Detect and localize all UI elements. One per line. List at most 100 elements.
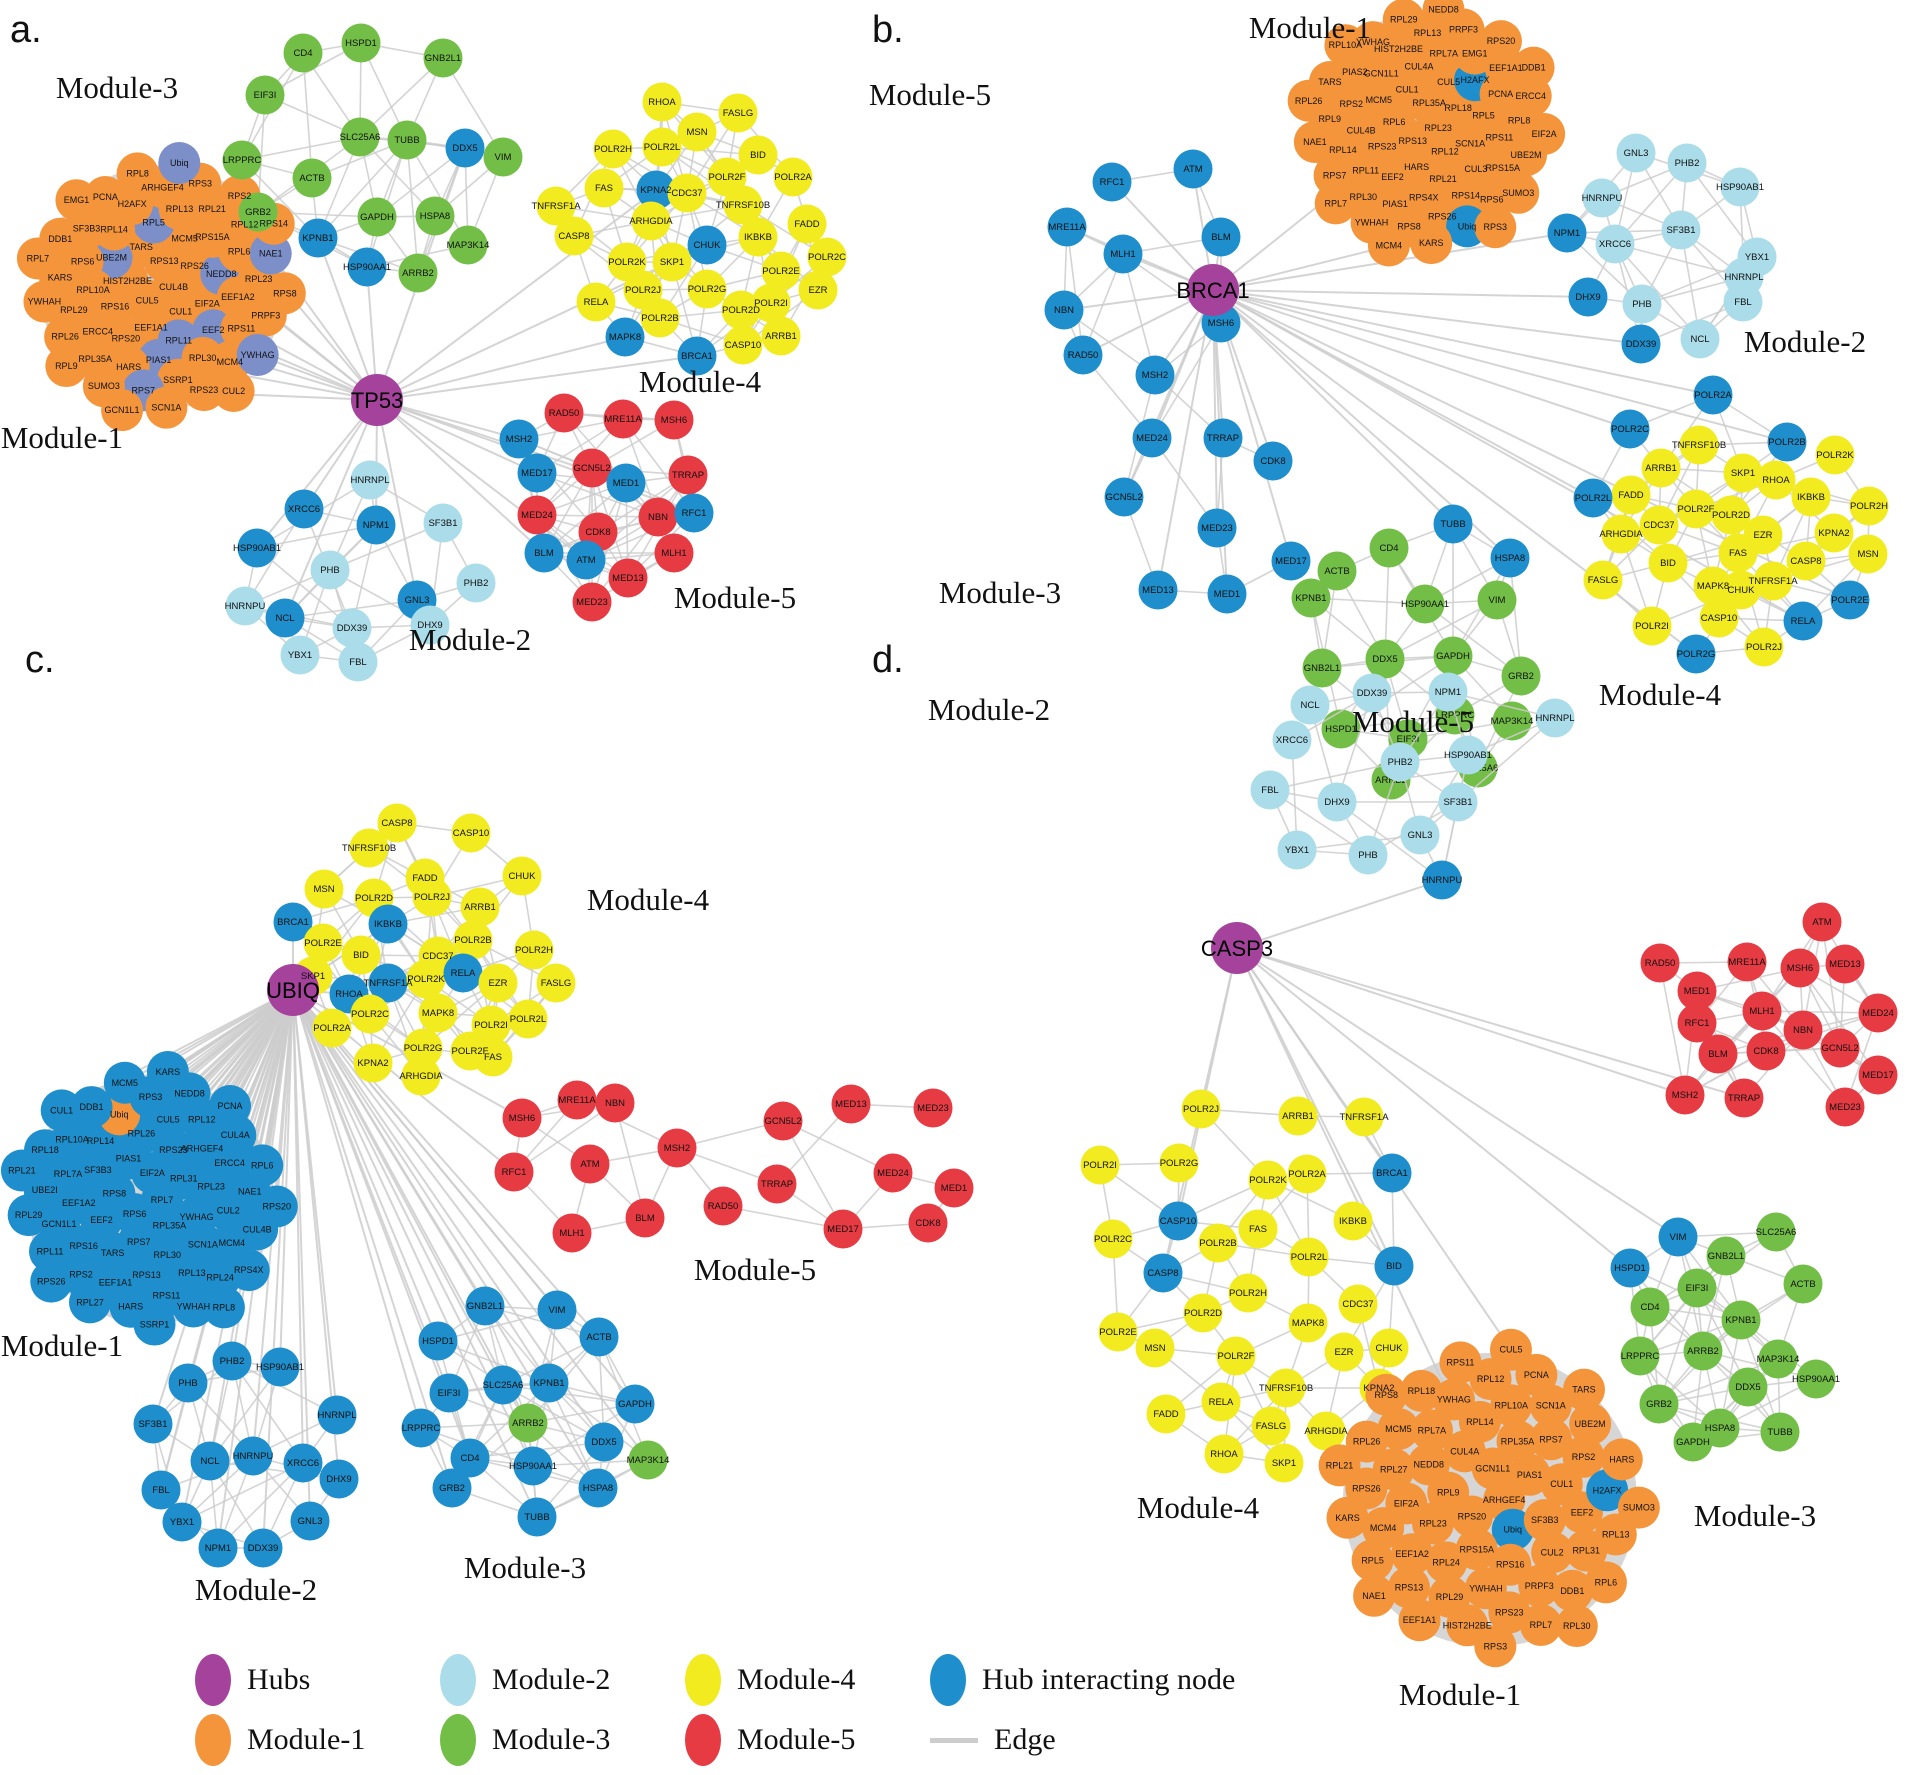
- legend-label: Module-5: [737, 1723, 856, 1756]
- node-SKP1: [652, 242, 692, 282]
- node-label-SF3B1: SF3B1: [138, 1419, 167, 1430]
- node-HSP90AB1: [260, 1347, 300, 1387]
- node-label-MLH1: MLH1: [559, 1228, 584, 1239]
- node-label-POLR2D: POLR2D: [355, 893, 393, 904]
- module-title-Module-2: Module-2: [195, 1572, 317, 1607]
- edge: [1269, 789, 1369, 856]
- node-label-GNL3: GNL3: [405, 595, 430, 606]
- node-RPL21: [1318, 1444, 1361, 1487]
- node-MCM5: [103, 1061, 146, 1104]
- node-label-RFC1: RFC1: [1100, 177, 1125, 188]
- node-label-HARS: HARS: [1609, 1454, 1634, 1464]
- node-label-VIM: VIM: [549, 1305, 566, 1316]
- node-YWHAH: [23, 280, 66, 323]
- node-MED17: [1858, 1055, 1898, 1095]
- module-title-Module-5: Module-5: [1352, 704, 1474, 739]
- node-label-SF3B1: SF3B1: [1443, 797, 1472, 808]
- node-label-RPS16: RPS16: [101, 301, 130, 311]
- node-label-GNL3: GNL3: [1408, 830, 1433, 841]
- node-label-MSH6: MSH6: [1208, 318, 1234, 329]
- node-label-SLC25A6: SLC25A6: [340, 132, 381, 143]
- node-PHB2: [1380, 742, 1420, 782]
- node-label-ARHGEF4: ARHGEF4: [1483, 1495, 1526, 1505]
- node-label-GAPDH: GAPDH: [1436, 651, 1470, 662]
- node-label-BID: BID: [1386, 1261, 1402, 1272]
- node-label-RPS11: RPS11: [1485, 133, 1513, 143]
- legend-label: Edge: [994, 1723, 1056, 1756]
- node-label-RPL7: RPL7: [27, 253, 50, 263]
- node-IKBKB: [1333, 1201, 1373, 1241]
- edge: [622, 418, 695, 514]
- node-label-RPS20: RPS20: [1487, 36, 1516, 46]
- node-label-MED23: MED23: [1201, 523, 1233, 534]
- node-label-ARHGDIA: ARHGDIA: [629, 216, 673, 227]
- node-DDX5: [1728, 1367, 1768, 1407]
- node-MED13: [608, 558, 648, 598]
- node-POLR2A: [312, 1008, 352, 1048]
- node-label-HSPA8: HSPA8: [1705, 1423, 1735, 1434]
- node-RELA: [1783, 601, 1823, 641]
- node-label-MRE11A: MRE11A: [1728, 957, 1766, 968]
- node-label-POLR2B: POLR2B: [1199, 1238, 1237, 1249]
- node-label-RPL30: RPL30: [1563, 1621, 1591, 1631]
- node-POLR2G: [403, 1028, 443, 1068]
- node-RPL18: [1400, 1369, 1443, 1412]
- node-label-EEF1A1: EEF1A1: [99, 1277, 133, 1287]
- node-label-RPL29: RPL29: [1436, 1592, 1464, 1602]
- node-label-SSRP1: SSRP1: [163, 375, 193, 385]
- panel-letter: d.: [872, 639, 904, 681]
- legend-label: Hubs: [247, 1663, 311, 1696]
- node-Ubiq: [1491, 1508, 1534, 1551]
- node-PHB: [1622, 284, 1662, 324]
- node-NPM1: [356, 505, 396, 545]
- node-label-GNB2L1: GNB2L1: [1304, 663, 1340, 674]
- node-KARS: [1410, 222, 1453, 265]
- hub-edge: [292, 989, 311, 1522]
- node-LRPPRC: [401, 1408, 441, 1448]
- node-NAE1: [1293, 120, 1336, 163]
- node-label-GAPDH: GAPDH: [618, 1399, 652, 1410]
- node-label-TNFRSF10B: TNFRSF10B: [1259, 1383, 1313, 1394]
- node-POLR2H: [593, 129, 633, 169]
- node-label-MED1: MED1: [1684, 986, 1710, 997]
- edge: [1659, 962, 1686, 1096]
- legend: Hubs Module-1 Module-2 Module-3 Module-4 Modu…: [195, 1650, 1360, 1770]
- node-HSP90AB1: [237, 528, 277, 568]
- node-RHOA: [1204, 1434, 1244, 1474]
- node-label-GCN5L2: GCN5L2: [765, 1116, 802, 1127]
- node-label-MSH6: MSH6: [509, 1113, 535, 1124]
- node-TRRAP: [1203, 418, 1243, 458]
- node-KPNB1: [298, 218, 338, 258]
- node-MED17: [823, 1209, 863, 1249]
- node-label-NBN: NBN: [1054, 305, 1074, 316]
- node-label-RPL27: RPL27: [76, 1297, 104, 1307]
- node-label-RPL18: RPL18: [1408, 1386, 1436, 1396]
- node-POLR2D: [1183, 1293, 1223, 1333]
- node-TNFRSF10B: [349, 828, 389, 868]
- edge: [782, 1120, 894, 1174]
- node-RPL35A: [1496, 1420, 1539, 1463]
- node-GAPDH: [1433, 636, 1473, 676]
- node-label-RELA: RELA: [451, 968, 476, 979]
- node-CASP8: [377, 803, 417, 843]
- node-label-IKBKB: IKBKB: [1339, 1216, 1367, 1227]
- node-label-CDC37: CDC37: [1643, 520, 1674, 531]
- node-label-MED23: MED23: [576, 597, 608, 608]
- legend-label: Hub interacting node: [982, 1663, 1236, 1696]
- node-POLR2E: [761, 251, 801, 291]
- node-POLR2K: [1248, 1160, 1288, 1200]
- node-SF3B1: [423, 503, 463, 543]
- node-MED17: [1271, 541, 1311, 581]
- node-label-CD4: CD4: [460, 1453, 479, 1464]
- node-ACTB: [579, 1317, 619, 1357]
- node-label-BID: BID: [353, 950, 369, 961]
- node-GNB2L1: [465, 1286, 505, 1326]
- node-POLR2K: [1815, 435, 1855, 475]
- node-label-RPS6: RPS6: [123, 1209, 147, 1219]
- node-POLR2G: [1159, 1143, 1199, 1183]
- node-CD4: [1369, 528, 1409, 568]
- node-label-RPS7: RPS7: [1323, 170, 1347, 180]
- node-HNRNPU: [1422, 860, 1462, 900]
- node-label-CHUK: CHUK: [509, 871, 537, 882]
- node-label-NCL: NCL: [1300, 700, 1319, 711]
